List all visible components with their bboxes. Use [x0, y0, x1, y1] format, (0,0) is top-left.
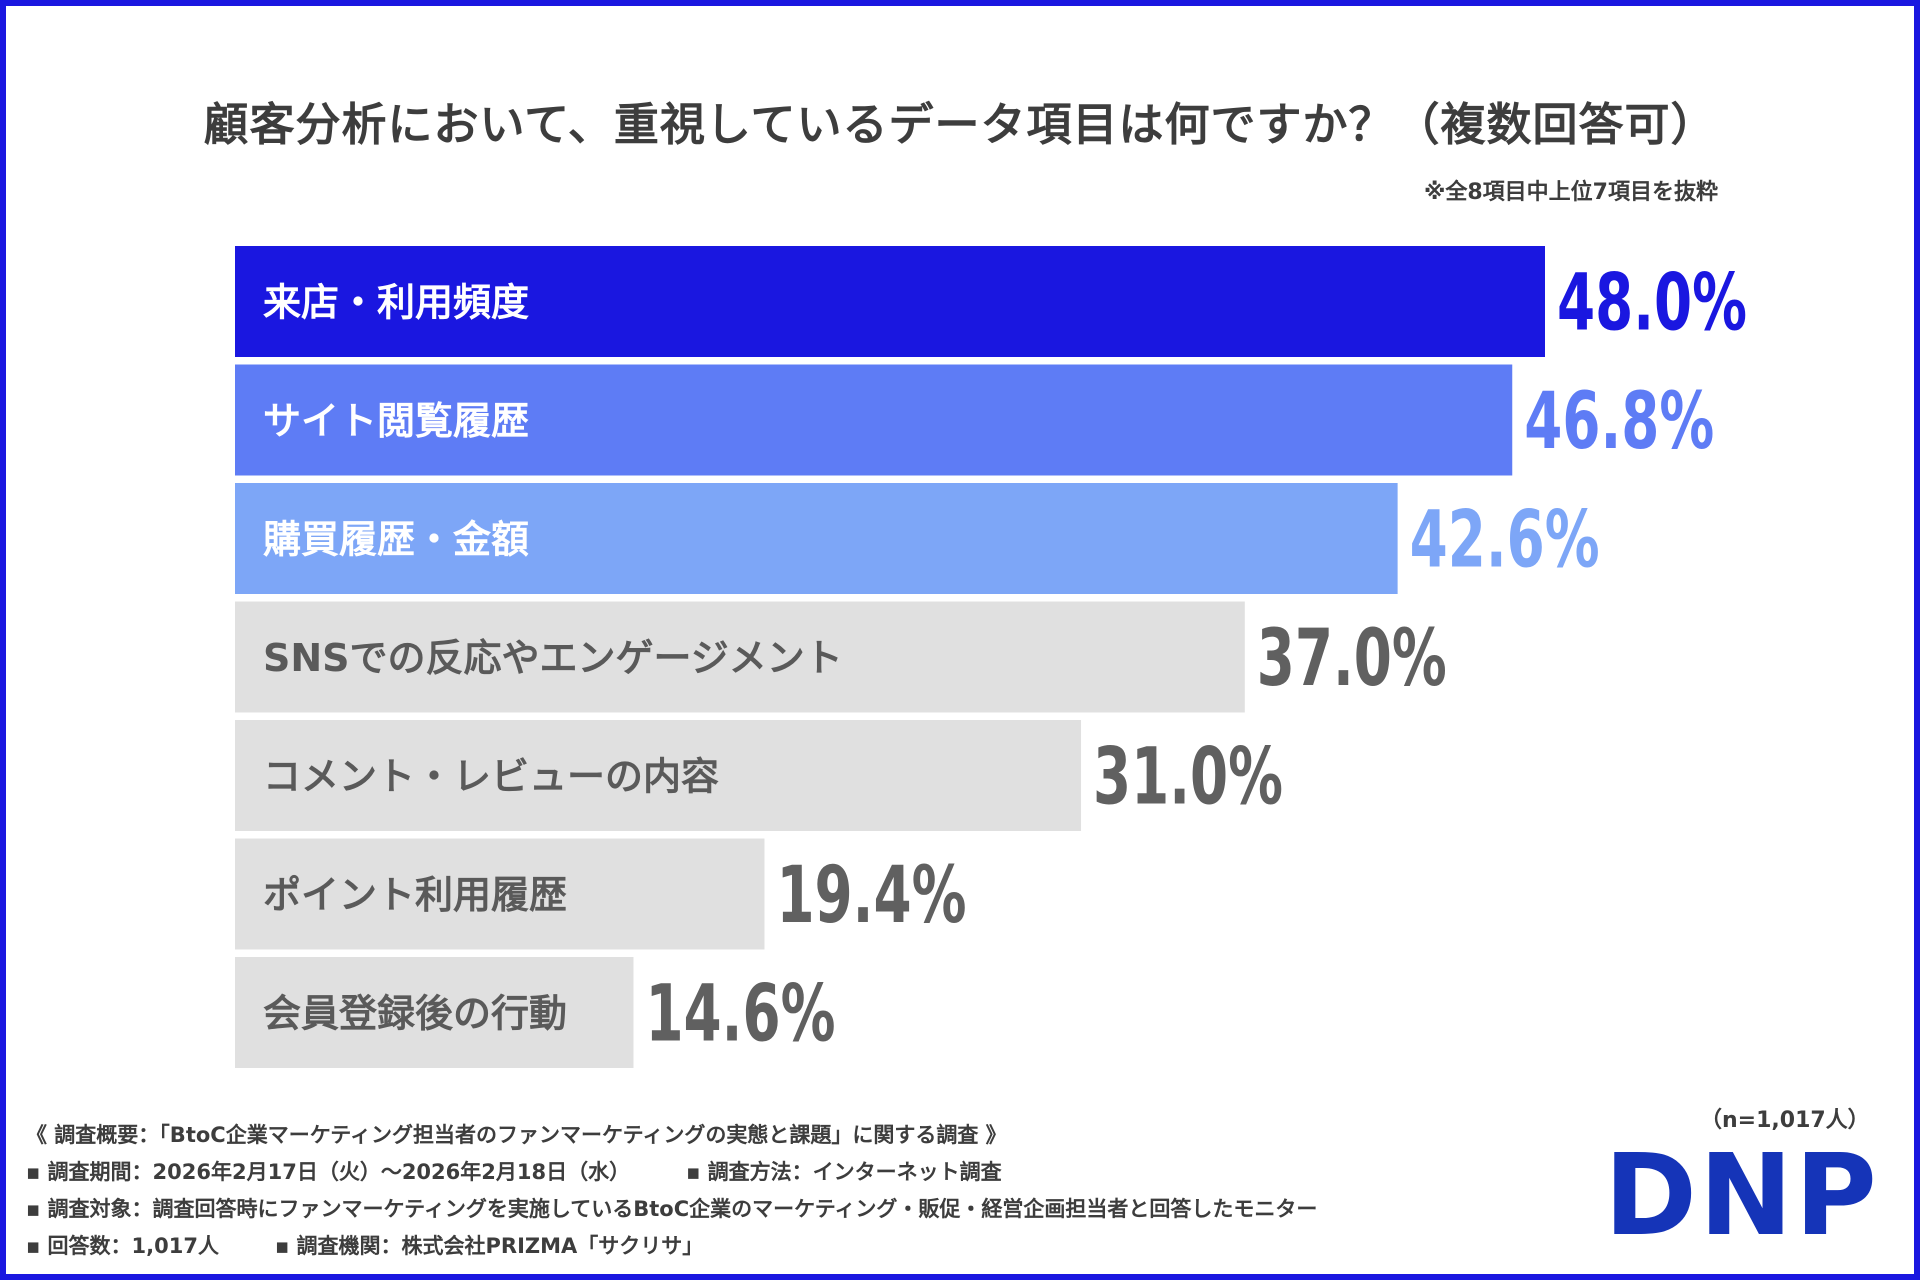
sample-size: （n=1,017人）	[1700, 1108, 1870, 1133]
survey-title: 《 調査概要：「BtoC企業マーケティング担当者のファンマーケティングの実態と課…	[26, 1123, 1007, 1147]
bar-value-4: 37.0%	[1257, 614, 1447, 704]
bar-2	[235, 364, 1513, 476]
survey-respondents-row: ▪ 回答数：1,017人 ▪ 調査機関：株式会社PRIZMA「サクリサ」	[26, 1228, 1317, 1265]
bar-chart: 来店・利用頻度 48.0% サイト閲覧履歴 46.8% 購買履歴・金額 42.6% SNSで…	[235, 246, 1747, 1068]
bar-value-5: 31.0%	[1093, 733, 1283, 823]
bar-5	[235, 720, 1082, 831]
bar-value-1: 48.0%	[1557, 259, 1747, 349]
bar-4	[235, 601, 1245, 713]
survey-notes: 《 調査概要：「BtoC企業マーケティング担当者のファンマーケティングの実態と課…	[26, 1117, 1317, 1265]
bar-6	[235, 838, 765, 950]
bar-3	[235, 483, 1398, 594]
bar-1	[235, 246, 1545, 357]
bar-label-2: サイト閲覧履歴	[263, 399, 529, 443]
chart-title: 顧客分析において、重視しているデータ項目は何ですか？（複数回答可）	[203, 98, 1717, 151]
bar-value-6: 19.4%	[776, 851, 966, 941]
survey-target: ▪ 調査対象：調査回答時にファンマーケティングを実施しているBtoC企業のマーケ…	[26, 1197, 1318, 1221]
chart-subnote: ※全8項目中上位7項目を抜粋	[1423, 180, 1718, 205]
survey-method: ▪ 調査方法：インターネット調査	[686, 1160, 1002, 1184]
bar-label-3: 購買履歴・金額	[263, 518, 529, 562]
bar-value-7: 14.6%	[645, 970, 835, 1060]
bar-7	[235, 957, 634, 1068]
dnp-logo: DNP	[1604, 1131, 1879, 1261]
survey-organization: ▪ 調査機関：株式会社PRIZMA「サクリサ」	[274, 1234, 704, 1258]
bar-label-6: ポイント利用履歴	[263, 873, 567, 917]
bar-label-7: 会員登録後の行動	[263, 992, 567, 1036]
bar-label-4: SNSでの反応やエンゲージメント	[263, 636, 843, 680]
survey-respondents: ▪ 回答数：1,017人	[26, 1234, 219, 1258]
survey-period-row: ▪ 調査期間：2026年2月17日（火）～2026年2月18日（水） ▪ 調査方法…	[26, 1154, 1317, 1191]
bar-label-1: 来店・利用頻度	[263, 281, 529, 325]
bar-value-3: 42.6%	[1410, 496, 1600, 586]
survey-period: ▪ 調査期間：2026年2月17日（火）～2026年2月18日（水）	[26, 1160, 631, 1184]
bar-label-5: コメント・レビューの内容	[263, 755, 719, 799]
bar-value-2: 46.8%	[1524, 377, 1714, 467]
